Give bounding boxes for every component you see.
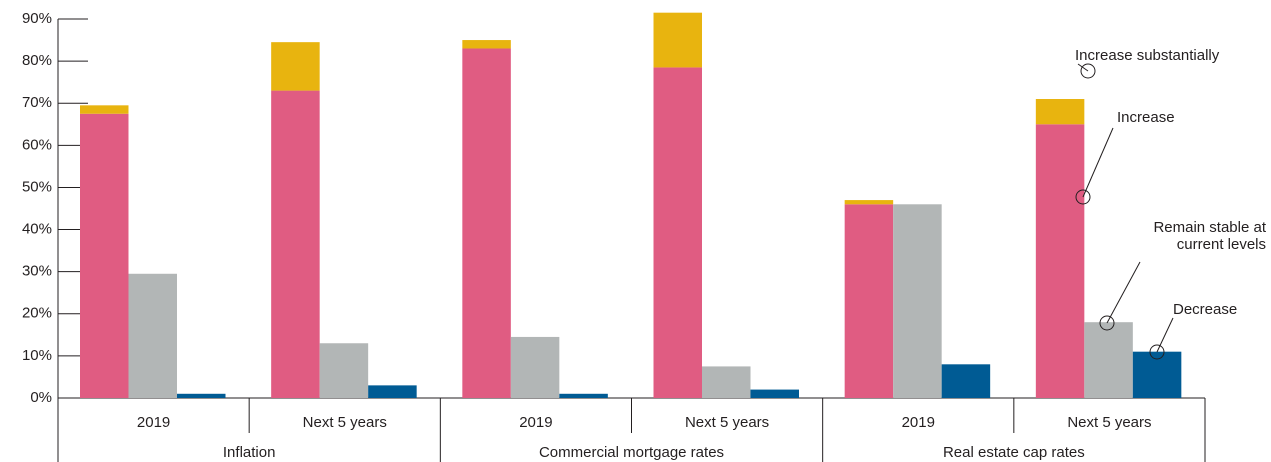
bar — [844, 200, 894, 205]
legend-label: Remain stable at current levels — [1153, 219, 1266, 253]
y-tick-label: 20% — [22, 305, 52, 322]
bar — [319, 343, 369, 398]
leader-dot — [1099, 315, 1115, 331]
group-label: Commercial mortgage rates — [539, 444, 724, 461]
bar — [750, 389, 799, 398]
y-tick-label: 50% — [22, 178, 52, 195]
bar — [941, 364, 991, 398]
y-tick-label: 60% — [22, 136, 52, 153]
bar — [80, 113, 129, 398]
bar — [653, 67, 702, 398]
bar — [893, 204, 942, 398]
x-tick-label: 2019 — [519, 414, 552, 431]
x-tick-label: Next 5 years — [1067, 414, 1151, 431]
bar — [510, 336, 560, 398]
group-label: Inflation — [223, 444, 276, 461]
bar — [271, 42, 320, 91]
x-tick-label: 2019 — [902, 414, 935, 431]
y-tick-label: 70% — [22, 94, 52, 111]
legend-label-box: Remain stable at current levels — [1153, 219, 1266, 253]
bar — [271, 90, 320, 398]
leader-line — [1082, 127, 1114, 198]
leader-line — [1156, 317, 1174, 353]
legend-label: Increase substantially — [1075, 47, 1220, 64]
bar — [128, 273, 177, 398]
bar — [559, 393, 608, 398]
bar — [702, 366, 751, 398]
leader-dot — [1080, 63, 1096, 79]
x-tick-label: 2019 — [137, 414, 170, 431]
bar — [1035, 99, 1085, 125]
leader-dot — [1149, 344, 1165, 360]
y-tick-label: 10% — [22, 347, 52, 364]
bar — [462, 40, 511, 49]
legend-label: Increase — [1117, 109, 1175, 126]
y-tick-label: 80% — [22, 52, 52, 69]
y-tick-label: 30% — [22, 263, 52, 280]
bar — [1035, 124, 1085, 399]
bar — [80, 105, 129, 114]
leader-line — [1106, 261, 1141, 324]
x-tick-label: Next 5 years — [685, 414, 769, 431]
x-tick-label: Next 5 years — [303, 414, 387, 431]
bar — [844, 204, 894, 398]
bar — [653, 12, 702, 68]
y-tick-label: 90% — [22, 10, 52, 27]
leader-line — [1077, 63, 1089, 72]
leader-dot — [1075, 189, 1091, 205]
group-label: Real estate cap rates — [943, 444, 1085, 461]
y-tick-label: 0% — [30, 389, 52, 406]
bar — [1084, 322, 1133, 398]
bar — [462, 48, 511, 398]
bar — [177, 393, 226, 398]
legend-label: Decrease — [1173, 301, 1237, 318]
y-tick-label: 40% — [22, 221, 52, 238]
bar — [368, 385, 417, 398]
